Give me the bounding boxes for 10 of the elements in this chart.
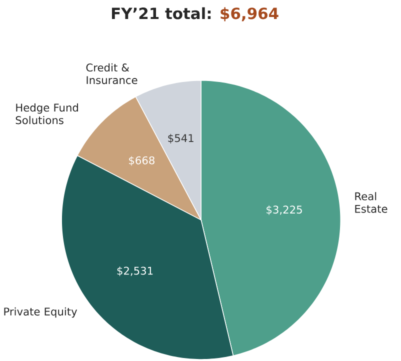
data-label: $3,225 — [266, 205, 302, 215]
slice-label: Hedge Fund Solutions — [16, 103, 78, 124]
slice-label: Private Equity — [4, 307, 78, 318]
text: $6,964 — [220, 7, 278, 22]
data-label: $2,531 — [117, 266, 153, 276]
slice-label: Credit & Insurance — [86, 63, 138, 84]
chart-title: FY’21 total: — [112, 7, 211, 20]
data-label: $668 — [129, 156, 154, 166]
data-label: $541 — [168, 134, 194, 144]
slice-label: Real Estate — [355, 192, 388, 213]
